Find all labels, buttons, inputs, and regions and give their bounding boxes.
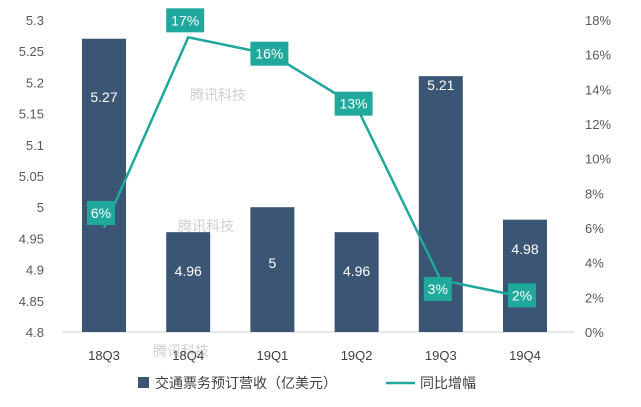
category-label-19Q1: 19Q1	[256, 348, 288, 363]
line-label-text: 13%	[340, 96, 368, 112]
category-labels: 18Q3 18Q4 19Q1 19Q2 19Q3 19Q4	[88, 348, 541, 363]
line-label-text: 3%	[428, 281, 448, 297]
bar-label-19Q2: 4.96	[343, 263, 370, 279]
bar-label-19Q3: 5.21	[427, 77, 454, 93]
line-label-text: 2%	[512, 287, 532, 303]
legend-bar-swatch	[138, 377, 149, 388]
line-label-18Q3: 6%	[87, 201, 115, 225]
bar-labels: 5.27 4.96 5 4.96 5.21 4.98	[90, 77, 538, 279]
left-tick-label: 4.95	[19, 231, 44, 246]
bar-19Q1	[250, 207, 295, 332]
bars	[82, 38, 547, 332]
line-label-box	[250, 41, 289, 66]
line-label-box	[508, 283, 536, 308]
category-label-19Q3: 19Q3	[425, 348, 457, 363]
right-tick-label: 18%	[585, 13, 611, 28]
left-tick-label: 4.85	[19, 294, 44, 309]
category-label-18Q4: 18Q4	[172, 348, 204, 363]
line-label-box	[334, 91, 373, 116]
left-tick-label: 5	[37, 200, 44, 215]
line-label-text: 16%	[255, 46, 283, 62]
legend: 交通票务预订营收（亿美元） 同比增幅	[138, 375, 476, 392]
category-label-19Q4: 19Q4	[509, 348, 541, 363]
line-label-box	[423, 277, 452, 301]
left-tick-label: 4.9	[26, 263, 44, 278]
watermark-2: 腾讯科技	[153, 343, 209, 360]
line-labels: 6% 17% 16% 13% 3% 2%	[87, 8, 536, 308]
line-label-19Q2: 13%	[334, 91, 373, 116]
bar-label-18Q4: 4.96	[175, 263, 202, 279]
bar-18Q3	[82, 38, 126, 332]
category-label-18Q3: 18Q3	[88, 348, 120, 363]
line-label-19Q3: 3%	[423, 277, 452, 301]
left-tick-label: 5.2	[26, 75, 44, 90]
line-label-box	[87, 201, 115, 225]
left-tick-label: 4.8	[26, 325, 44, 340]
left-tick-label: 5.15	[19, 107, 44, 122]
bar-19Q2	[334, 232, 379, 332]
right-tick-label: 0%	[585, 325, 604, 340]
left-tick-label: 5.05	[19, 169, 44, 184]
right-tick-label: 16%	[585, 48, 611, 63]
right-tick-label: 4%	[585, 256, 604, 271]
watermark-1: 腾讯科技	[178, 218, 234, 235]
right-tick-label: 12%	[585, 117, 611, 132]
bar-label-19Q1: 5	[269, 255, 277, 271]
bar-label-18Q3: 5.27	[90, 89, 117, 105]
growth-line	[102, 35, 526, 299]
legend-line-label: 同比增幅	[420, 376, 476, 392]
right-tick-label: 2%	[585, 290, 604, 305]
category-label-19Q2: 19Q2	[341, 348, 373, 363]
right-tick-label: 6%	[585, 221, 604, 236]
left-tick-label: 5.1	[26, 138, 44, 153]
bar-18Q4	[166, 232, 211, 332]
bar-19Q4	[503, 219, 547, 332]
line-label-19Q4: 2%	[508, 283, 536, 308]
right-tick-label: 14%	[585, 82, 611, 97]
line-label-text: 6%	[91, 205, 111, 221]
line-label-19Q1: 16%	[250, 41, 289, 66]
right-tick-label: 8%	[585, 186, 604, 201]
line-label-18Q4: 17%	[166, 8, 205, 33]
left-tick-label: 5.25	[19, 44, 44, 59]
line-label-text: 17%	[171, 12, 199, 28]
watermark-0: 腾讯科技	[190, 87, 246, 104]
left-axis-ticks: 4.8 4.85 4.9 4.95 5 5.05 5.1 5.15 5.2 5.25 5.3	[19, 13, 44, 340]
right-tick-label: 10%	[585, 152, 611, 167]
line-label-box	[166, 8, 205, 33]
bar-label-19Q4: 4.98	[511, 241, 538, 257]
left-tick-label: 5.3	[26, 13, 44, 28]
right-axis-ticks: 0% 2% 4% 6% 8% 10% 12% 14% 16% 18%	[585, 13, 611, 340]
legend-bar-label: 交通票务预订营收（亿美元）	[155, 375, 337, 392]
